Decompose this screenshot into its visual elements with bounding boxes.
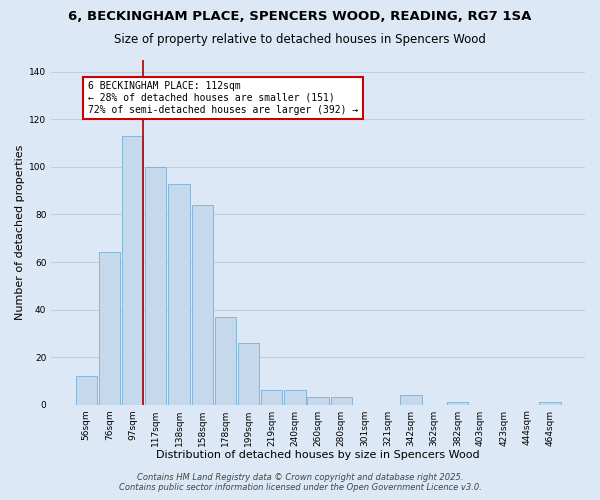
- Text: 6 BECKINGHAM PLACE: 112sqm
← 28% of detached houses are smaller (151)
72% of sem: 6 BECKINGHAM PLACE: 112sqm ← 28% of deta…: [88, 82, 358, 114]
- Bar: [215, 316, 236, 404]
- Text: 6, BECKINGHAM PLACE, SPENCERS WOOD, READING, RG7 1SA: 6, BECKINGHAM PLACE, SPENCERS WOOD, READ…: [68, 10, 532, 23]
- Bar: [261, 390, 283, 404]
- Bar: [307, 398, 329, 404]
- Bar: [191, 205, 213, 404]
- Text: Contains HM Land Registry data © Crown copyright and database right 2025.
Contai: Contains HM Land Registry data © Crown c…: [119, 473, 481, 492]
- Y-axis label: Number of detached properties: Number of detached properties: [15, 144, 25, 320]
- Bar: [169, 184, 190, 404]
- Bar: [238, 343, 259, 404]
- Bar: [145, 167, 166, 404]
- Bar: [284, 390, 305, 404]
- Text: Size of property relative to detached houses in Spencers Wood: Size of property relative to detached ho…: [114, 32, 486, 46]
- Bar: [122, 136, 143, 404]
- Bar: [76, 376, 97, 404]
- Bar: [331, 398, 352, 404]
- Bar: [539, 402, 561, 404]
- Bar: [99, 252, 120, 404]
- Bar: [400, 395, 422, 404]
- Bar: [446, 402, 468, 404]
- X-axis label: Distribution of detached houses by size in Spencers Wood: Distribution of detached houses by size …: [157, 450, 480, 460]
